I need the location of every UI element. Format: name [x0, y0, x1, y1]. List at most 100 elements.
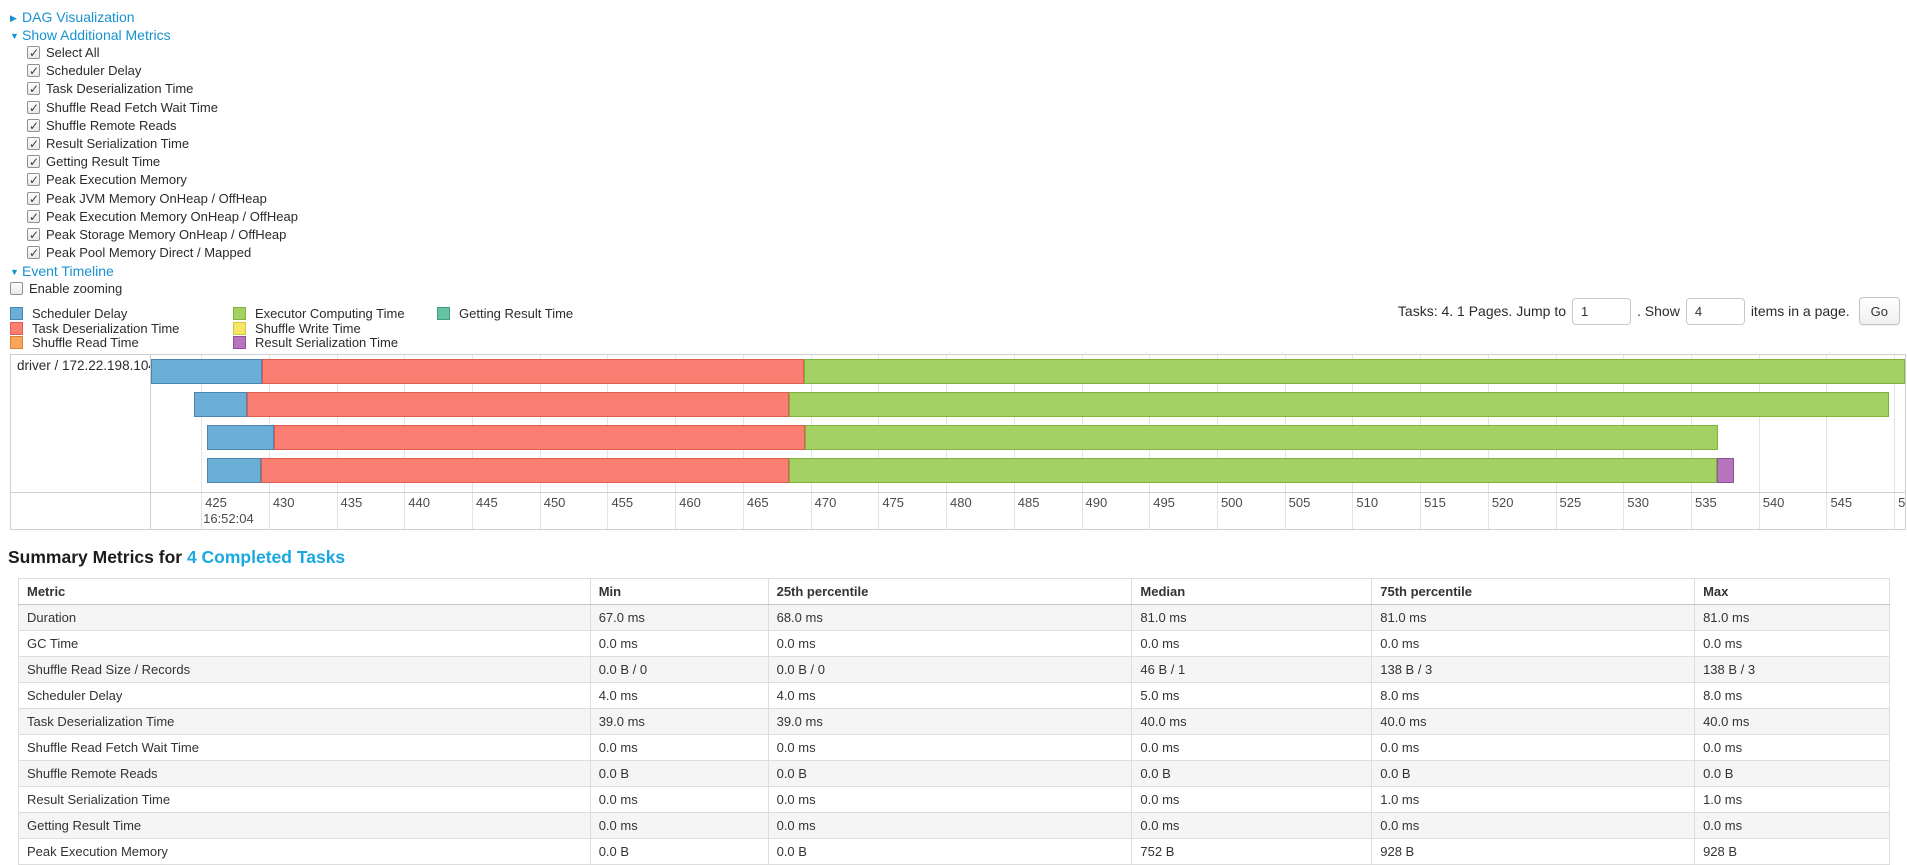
metric-value-cell: 0.0 B / 0	[767, 655, 1133, 683]
metric-checkbox[interactable]	[27, 62, 40, 80]
axis-tick-line	[1284, 492, 1286, 529]
metric-checkbox[interactable]	[27, 135, 40, 153]
metric-checkbox[interactable]	[27, 208, 40, 226]
metric-checkbox[interactable]	[27, 244, 40, 262]
scheduler_delay-bar-segment[interactable]	[151, 358, 263, 384]
executor_computing-bar-segment[interactable]	[805, 424, 1719, 450]
scheduler_delay-bar-segment[interactable]	[206, 457, 261, 483]
axis-tick-label: 540	[1762, 494, 1785, 510]
metric-checkbox[interactable]	[27, 99, 40, 117]
table-row: GC Time 0.0 ms 0.0 ms 0.0 ms 0.0 ms 0.0 ms	[18, 629, 1890, 657]
axis-tick-line	[1623, 492, 1625, 529]
scheduler_delay-bar-segment[interactable]	[194, 391, 248, 417]
metric-checkbox-row: Peak Execution Memory	[10, 171, 1907, 190]
metric-value-cell: 4.0 ms	[767, 681, 1133, 709]
show-additional-metrics-toggle[interactable]: ▼ Show Additional Metrics	[10, 26, 1907, 44]
task_deserialization-bar-segment[interactable]	[247, 391, 789, 417]
metric-value-cell: 0.0 ms	[1131, 629, 1373, 657]
table-row: Scheduler Delay 4.0 ms 4.0 ms 5.0 ms 8.0 ms 8…	[18, 681, 1890, 709]
enable-zooming-label: Enable zooming	[29, 281, 123, 297]
metric-checkbox[interactable]	[27, 153, 40, 171]
axis-tick-line	[878, 492, 880, 529]
executor-row-label: driver / 172.22.198.104	[11, 354, 151, 492]
metric-value-cell: 40.0 ms	[1694, 707, 1890, 735]
gridline	[472, 354, 473, 492]
axis-tick-label: 460	[679, 494, 701, 510]
dag-visualization-link[interactable]: DAG Visualization	[22, 9, 135, 25]
legend-item-label: Task Deserialization Time	[32, 320, 180, 336]
executor_computing-bar-segment[interactable]	[788, 391, 1889, 417]
axis-tick-line	[675, 492, 677, 529]
executor_computing-bar-segment[interactable]	[788, 457, 1717, 483]
metric-checkbox-label: Select All	[46, 45, 100, 60]
metric-checkbox-row: Peak JVM Memory OnHeap / OffHeap	[10, 190, 1907, 208]
task_deserialization-bar-segment[interactable]	[274, 424, 806, 450]
legend-item: Result Serialization Time	[233, 335, 437, 350]
axis-tick-label: 525	[1559, 494, 1582, 510]
scheduler_delay-bar-segment[interactable]	[206, 424, 275, 450]
metric-value-cell: 46 B / 1	[1131, 655, 1373, 683]
metric-checkbox[interactable]	[27, 80, 40, 99]
metric-value-cell: 8.0 ms	[1694, 681, 1890, 709]
metric-checkbox[interactable]	[27, 44, 40, 62]
event-timeline-link[interactable]: Event Timeline	[22, 263, 114, 280]
metric-checkbox[interactable]	[27, 190, 40, 208]
metric-checkbox-row: Task Deserialization Time	[10, 80, 1907, 99]
axis-tick-label: 490	[1085, 494, 1108, 510]
metric-checkbox-row: Peak Pool Memory Direct / Mapped	[10, 244, 1907, 262]
axis-tick-line	[1013, 492, 1015, 529]
gridline	[1081, 354, 1083, 492]
completed-tasks-link[interactable]: 4 Completed Tasks	[186, 546, 346, 567]
axis-tick-label: 500	[1220, 494, 1243, 510]
metric-value-cell: 138 B / 3	[1694, 655, 1890, 683]
axis-tick-line	[810, 492, 812, 529]
metric-name-cell: Result Serialization Time	[18, 785, 591, 813]
task_deserialization-bar-segment[interactable]	[262, 358, 804, 384]
gridline	[607, 354, 609, 492]
axis-tick-label: 545	[1830, 494, 1853, 510]
gridline	[946, 354, 948, 492]
result_serialization-bar-segment[interactable]	[1716, 457, 1735, 483]
gridline	[1149, 354, 1151, 492]
gridline	[810, 354, 812, 492]
shuffle_write-legend-swatch-icon	[233, 321, 246, 335]
metric-checkbox[interactable]	[27, 117, 40, 135]
pagination-show-text: . Show	[1637, 303, 1680, 319]
metric-checkbox[interactable]	[27, 171, 40, 190]
axis-tick-line	[1149, 492, 1151, 529]
axis-tick-line	[1081, 492, 1083, 529]
metric-value-cell: 0.0 B	[1131, 759, 1373, 787]
metric-value-cell: 39.0 ms	[589, 707, 769, 735]
gridline	[201, 354, 203, 492]
axis-tick-label: 440	[408, 494, 430, 510]
metric-checkbox[interactable]	[27, 226, 40, 244]
executor_computing-bar-segment[interactable]	[803, 358, 1905, 384]
expanded-arrow-icon: ▼	[10, 31, 19, 41]
task_deserialization-bar-segment[interactable]	[260, 457, 789, 483]
enable-zooming-checkbox[interactable]	[10, 282, 23, 296]
axis-left-spacer	[11, 492, 151, 529]
executor_computing-legend-swatch-icon	[233, 307, 246, 320]
items-per-page-input[interactable]	[1685, 297, 1745, 325]
jump-to-page-input[interactable]	[1572, 297, 1631, 325]
event-timeline-toggle[interactable]: ▼ Event Timeline	[10, 262, 1907, 280]
metric-checkbox-row: Shuffle Remote Reads	[10, 117, 1907, 135]
axis-tick-line	[1690, 492, 1692, 529]
axis-tick-label: 550	[1898, 494, 1905, 510]
metric-name-cell: Shuffle Read Size / Records	[18, 655, 591, 683]
go-button[interactable]: Go	[1858, 297, 1900, 325]
dag-visualization-toggle[interactable]: ▶ DAG Visualization	[10, 8, 1907, 26]
metric-checkbox-label: Getting Result Time	[46, 154, 161, 170]
event-timeline-chart: driver / 172.22.198.104 425 430 435 440 445 4…	[10, 353, 1906, 530]
legend-item: Scheduler Delay	[10, 306, 233, 321]
metric-checkbox-row: Scheduler Delay	[10, 62, 1907, 80]
metric-checkbox-label: Result Serialization Time	[46, 135, 190, 151]
gridline	[1352, 354, 1354, 492]
legend-item-label: Shuffle Write Time	[255, 320, 361, 336]
pagination-items-text: items in a page.	[1750, 303, 1850, 319]
show-additional-metrics-link[interactable]: Show Additional Metrics	[22, 27, 171, 43]
axis-tick-label: 485	[1017, 494, 1040, 510]
metric-value-cell: 0.0 ms	[767, 811, 1133, 839]
metric-value-cell: 39.0 ms	[767, 707, 1133, 735]
